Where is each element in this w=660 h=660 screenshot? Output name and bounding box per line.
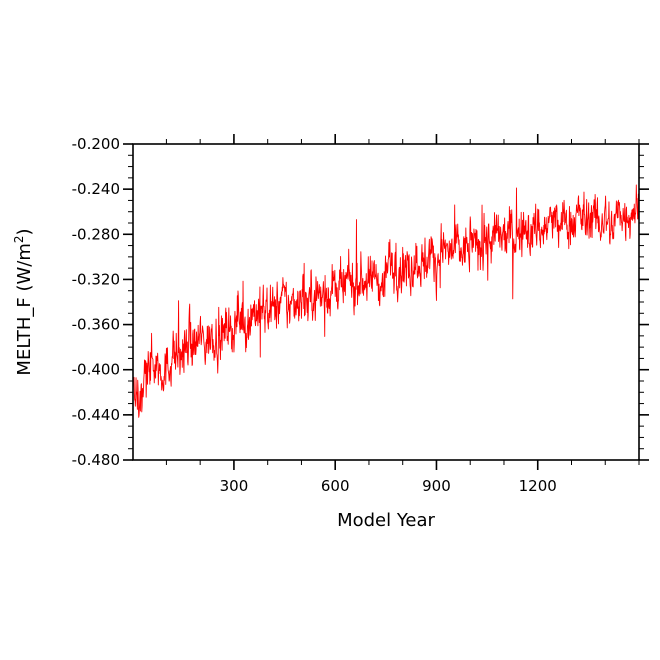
x-tick-label: 600 xyxy=(321,477,350,495)
tick-labels: -0.480 -0.440 -0.400 -0.360 -0.320 -0.280 -0.2… xyxy=(72,135,557,495)
y-tick-label: -0.480 xyxy=(72,451,120,469)
series-line xyxy=(133,184,639,418)
y-axis-title-superscript: 2 xyxy=(12,235,26,243)
y-tick-label: -0.320 xyxy=(72,270,120,288)
x-tick-label: 1200 xyxy=(519,477,557,495)
y-axis-title-close: ) xyxy=(14,228,35,235)
y-axis-title: MELTH_F (W/m2) xyxy=(12,228,35,375)
plot-frame xyxy=(132,143,640,461)
y-tick-label: -0.440 xyxy=(72,406,120,424)
y-axis-title-main: MELTH_F (W/m xyxy=(14,243,35,375)
y-tick-label: -0.240 xyxy=(72,180,120,198)
y-tick-label: -0.360 xyxy=(72,316,120,334)
axis-ticks xyxy=(123,134,649,470)
x-tick-label: 900 xyxy=(422,477,451,495)
y-tick-label: -0.400 xyxy=(72,361,120,379)
x-axis-title: Model Year xyxy=(337,510,435,531)
y-tick-label: -0.280 xyxy=(72,225,120,243)
x-tick-label: 300 xyxy=(220,477,249,495)
y-tick-label: -0.200 xyxy=(72,135,120,153)
